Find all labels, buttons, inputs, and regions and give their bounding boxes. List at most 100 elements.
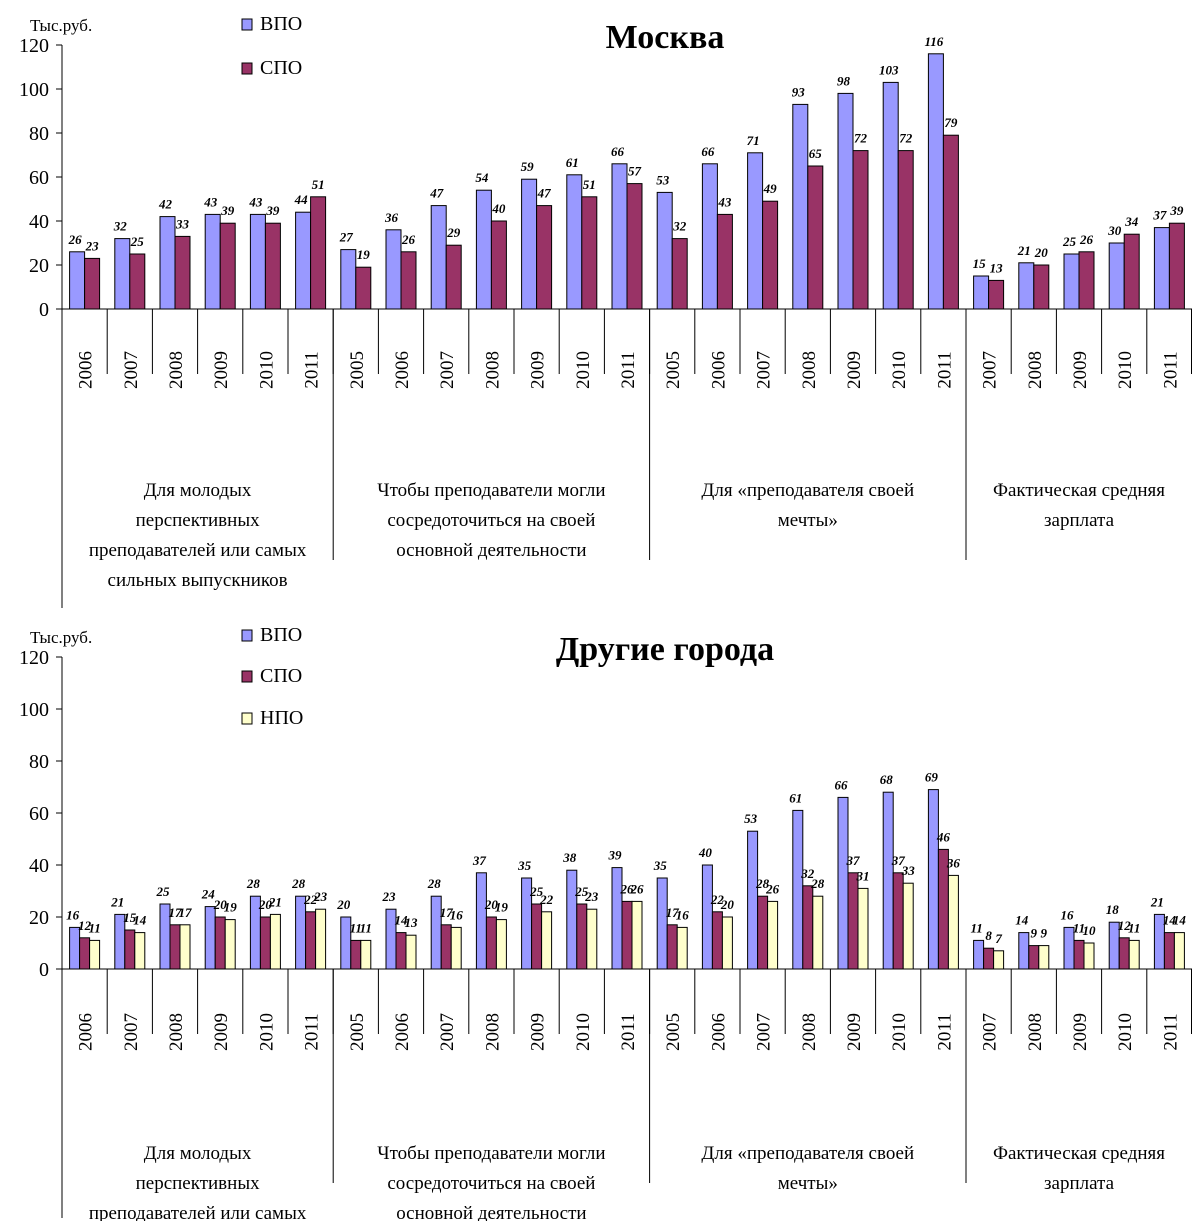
data-label: 66	[835, 777, 849, 792]
data-label: 32	[672, 219, 687, 234]
data-label: 43	[248, 194, 263, 209]
bar	[1118, 937, 1130, 970]
bar	[586, 908, 598, 970]
bar	[1123, 233, 1140, 310]
bar	[340, 249, 357, 310]
bar	[179, 924, 191, 970]
group-label: Для «преподавателя своей	[701, 480, 914, 501]
bar	[1168, 222, 1185, 310]
data-label: 72	[854, 131, 868, 146]
x-tick-label: 2006	[708, 351, 729, 389]
data-label: 35	[653, 858, 668, 873]
data-label: 53	[656, 172, 670, 187]
y-tick-label: 60	[29, 167, 49, 189]
moscow-chart: Москва Тыс.руб. ВПО СПО 0 20 40 60 80 100 120 2006 2…	[19, 13, 1192, 608]
bar	[897, 150, 914, 310]
bar	[857, 887, 869, 970]
data-label: 21	[1150, 894, 1164, 909]
bar	[531, 903, 543, 970]
x-tick-label: 2010	[1115, 351, 1136, 389]
data-label: 28	[246, 876, 261, 891]
x-tick-label: 2009	[844, 1013, 865, 1051]
bar	[259, 916, 271, 970]
bar	[295, 895, 307, 970]
data-label: 30	[1107, 223, 1122, 238]
data-label: 26	[1079, 232, 1094, 247]
data-label: 33	[175, 216, 190, 231]
bar	[762, 200, 779, 310]
data-label: 23	[584, 889, 599, 904]
bar	[802, 885, 814, 970]
data-label: 116	[925, 34, 944, 49]
bar	[224, 919, 236, 970]
bar	[264, 222, 281, 310]
x-tick-label: 2007	[754, 1013, 775, 1051]
data-label: 39	[220, 203, 235, 218]
data-label: 17	[179, 905, 193, 920]
bar	[1033, 264, 1050, 310]
x-tick-label: 2009	[211, 1013, 232, 1051]
group-label: перспективных	[136, 1173, 260, 1194]
bar	[847, 872, 859, 970]
data-label: 20	[213, 897, 228, 912]
data-label: 26	[68, 232, 83, 247]
data-label: 21	[268, 894, 282, 909]
data-label: 32	[800, 866, 815, 881]
bar	[837, 92, 854, 310]
x-tick-label: 2011	[934, 1013, 955, 1050]
x-tick-label: 2011	[302, 351, 323, 388]
bar	[767, 900, 779, 970]
data-label: 15	[123, 910, 137, 925]
data-label: 20	[1034, 245, 1049, 260]
bar	[536, 205, 553, 310]
data-label: 14	[1173, 913, 1187, 928]
data-label: 12	[1118, 918, 1132, 933]
data-label: 16	[66, 907, 80, 922]
y-tick-label: 120	[19, 647, 49, 669]
bar	[169, 924, 181, 970]
data-label: 16	[1061, 907, 1075, 922]
legend-label-2: СПО	[260, 57, 302, 79]
bar	[485, 916, 497, 970]
data-label: 22	[710, 892, 725, 907]
y-axis-unit-label: Тыс.руб.	[30, 628, 92, 647]
bar	[656, 877, 668, 970]
data-label: 37	[472, 853, 487, 868]
bar	[676, 926, 688, 970]
x-tick-label: 2009	[844, 351, 865, 389]
bar	[405, 934, 417, 970]
data-label: 20	[484, 897, 499, 912]
y-tick-label: 60	[29, 803, 49, 825]
legend-swatch-3	[241, 712, 253, 725]
x-tick-label: 2009	[1070, 351, 1091, 389]
legend-label-2: СПО	[260, 665, 302, 687]
bar	[214, 916, 226, 970]
data-label: 35	[517, 858, 532, 873]
data-label: 25	[130, 234, 145, 249]
x-tick-label: 2006	[392, 351, 413, 389]
x-tick-label: 2006	[708, 1013, 729, 1051]
x-tick-label: 2011	[934, 351, 955, 388]
legend-swatch-2	[241, 670, 253, 683]
bar	[626, 183, 643, 310]
y-tick-label: 100	[19, 79, 49, 101]
bar	[350, 939, 362, 970]
data-label: 25	[156, 884, 171, 899]
data-label: 25	[1062, 234, 1077, 249]
x-tick-label: 2009	[1070, 1013, 1091, 1051]
x-tick-label: 2009	[528, 351, 549, 389]
x-tick-label: 2008	[799, 1013, 820, 1051]
bar	[204, 906, 216, 970]
bar	[942, 134, 959, 310]
bar	[747, 830, 759, 970]
data-label: 17	[169, 905, 183, 920]
bar	[490, 220, 507, 310]
data-label: 31	[856, 868, 870, 883]
data-label: 54	[475, 170, 489, 185]
x-tick-label: 2008	[1025, 351, 1046, 389]
bar	[395, 932, 407, 970]
data-label: 39	[608, 848, 623, 863]
x-tick-label: 2010	[889, 351, 910, 389]
bar	[430, 205, 447, 310]
data-label: 29	[446, 225, 461, 240]
